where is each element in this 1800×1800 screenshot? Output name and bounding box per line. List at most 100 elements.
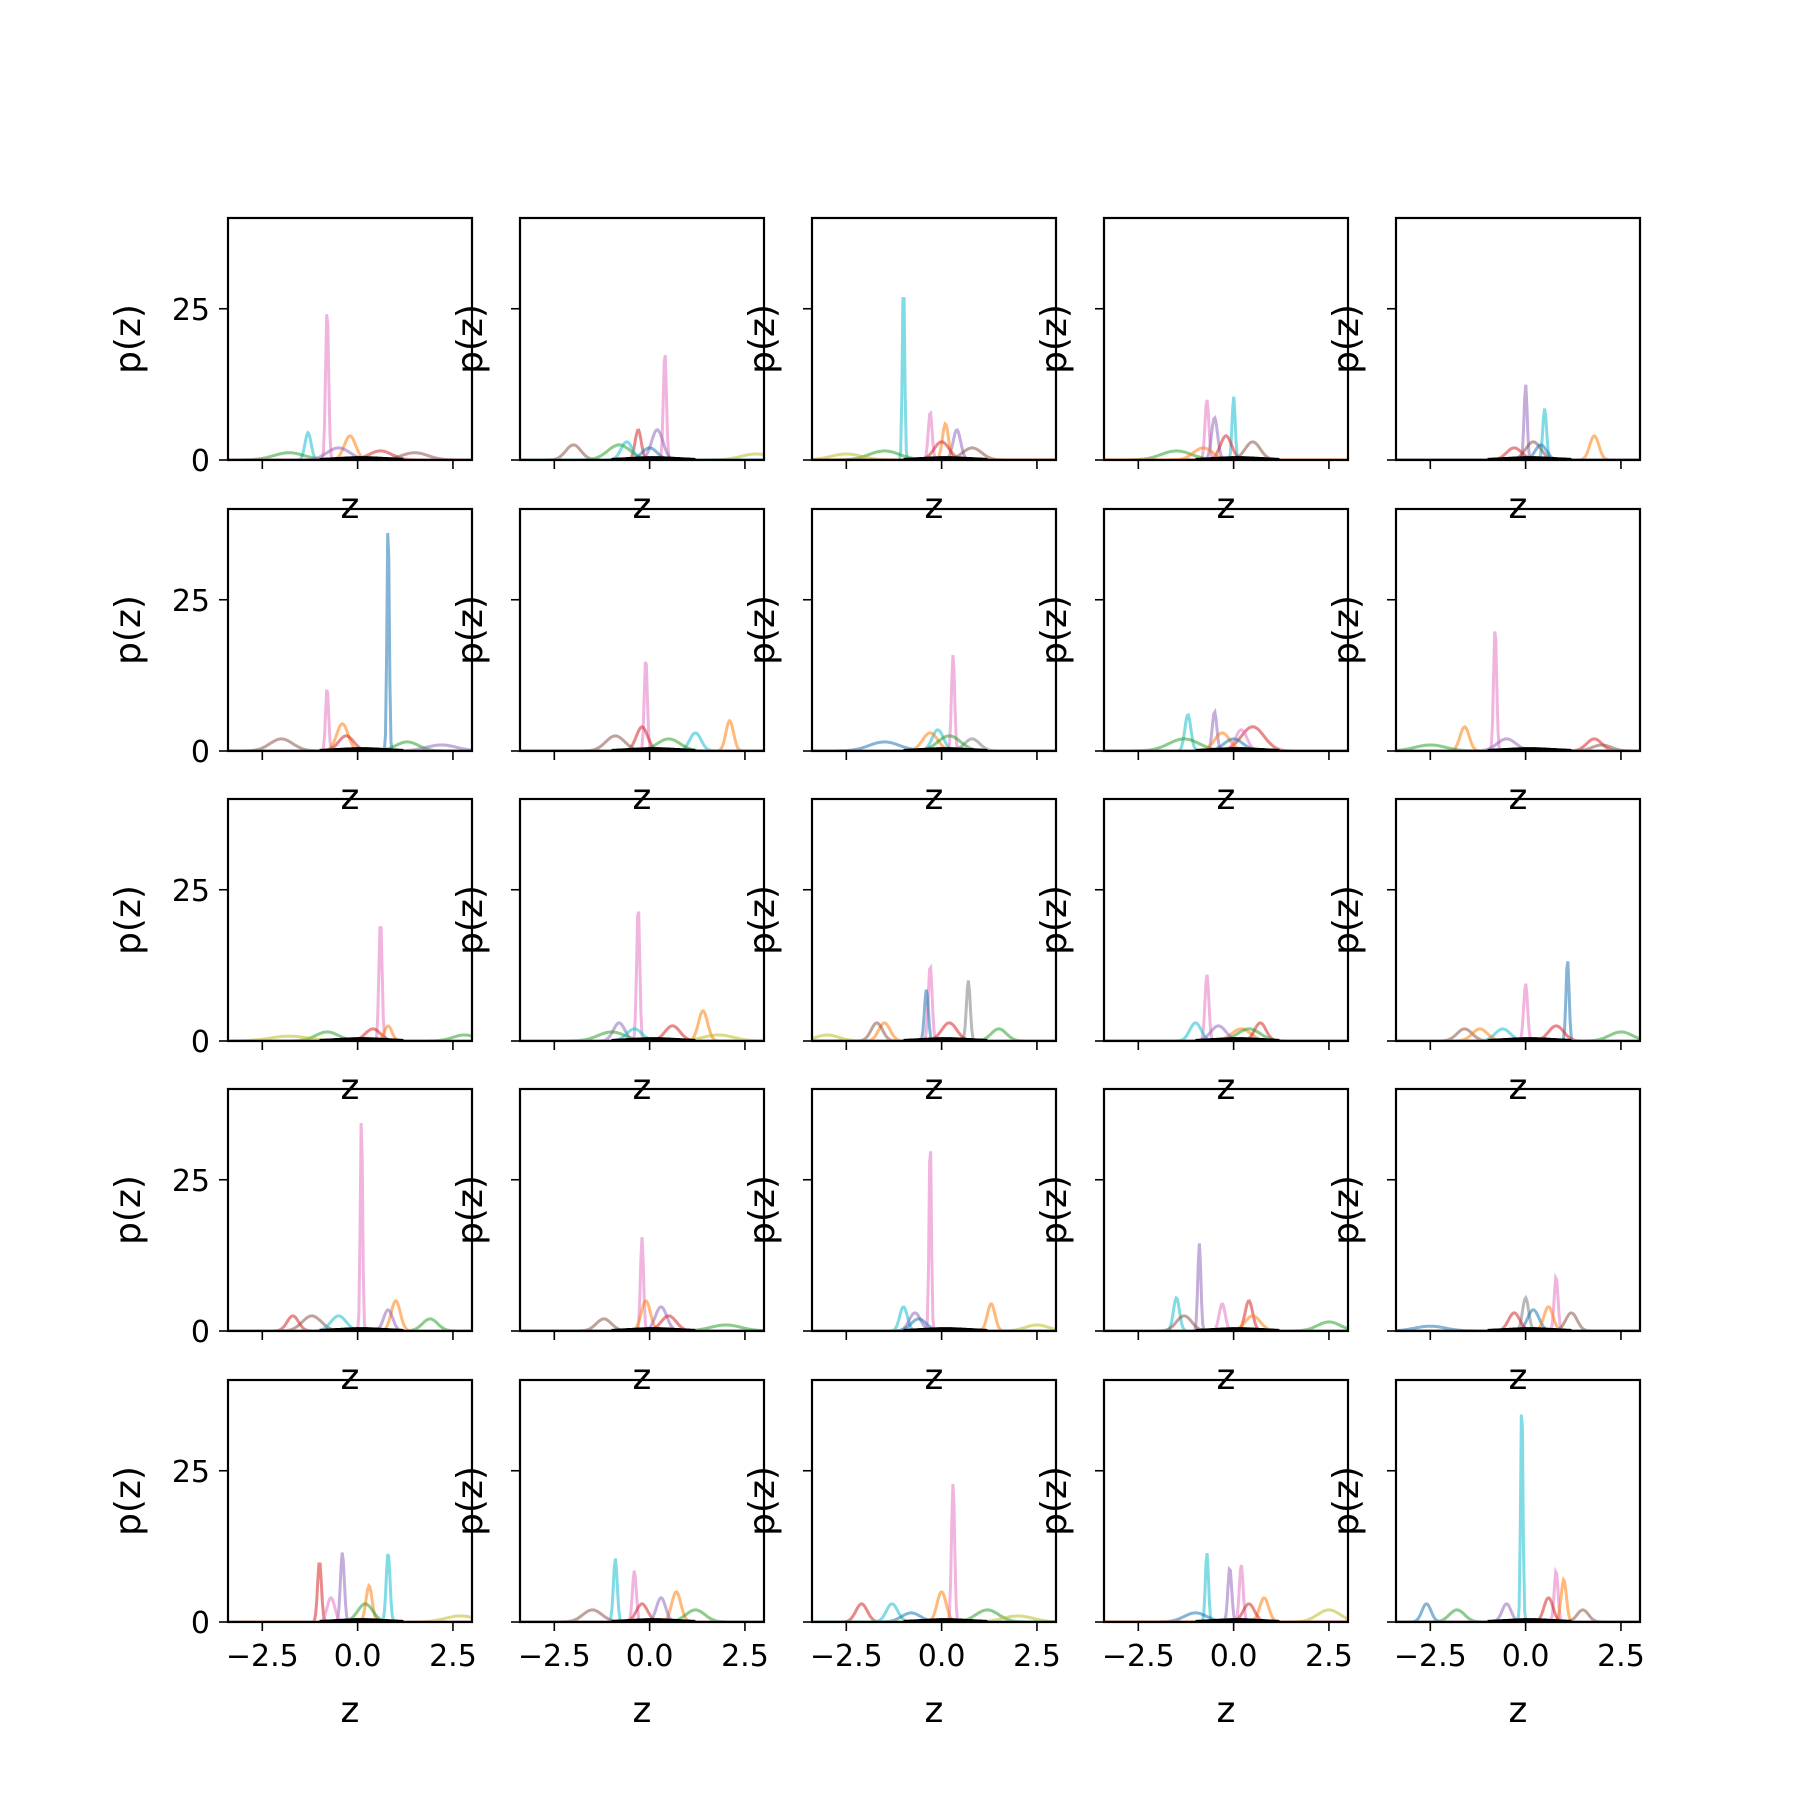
axes-frame [1394, 1087, 1642, 1333]
density-curve [228, 737, 472, 751]
density-curve [812, 1484, 1056, 1622]
y-tick-label: 25 [172, 1164, 210, 1199]
x-tick-label: 0.0 [1502, 1639, 1550, 1674]
axes-frame [1102, 797, 1350, 1043]
density-curve [1396, 743, 1640, 751]
subplot-5-2: −2.5 0.0 2.5 z p(z) [450, 1378, 769, 1731]
density-curve [520, 1589, 764, 1622]
density-curve [520, 1602, 764, 1622]
x-tick-label: 2.5 [1305, 1639, 1353, 1674]
axes-frame [810, 507, 1058, 753]
x-axis-label: z [633, 777, 652, 818]
axes-frame [226, 216, 474, 462]
x-tick-label: −2.5 [226, 1639, 299, 1674]
plot-area [1104, 1243, 1348, 1331]
subplot-2-2: z p(z) [450, 507, 766, 818]
axes-frame [226, 797, 474, 1043]
density-curve [812, 452, 1056, 460]
y-axis-label: p(z) [108, 1466, 149, 1536]
density-curve [1104, 1608, 1348, 1622]
density-curve [1104, 737, 1348, 751]
y-axis-label: p(z) [108, 885, 149, 955]
density-curve [1396, 1324, 1640, 1331]
subplot-4-3: z p(z) [742, 1087, 1058, 1398]
x-axis-label: z [633, 1357, 652, 1398]
density-curve [1396, 737, 1640, 751]
x-axis-label: z [1509, 486, 1528, 527]
x-axis-label: z [633, 1067, 652, 1108]
x-axis-label: z [633, 486, 652, 527]
subplot-4-4: z p(z) [1034, 1087, 1350, 1398]
plot-area [228, 314, 472, 460]
subplot-3-3: z p(z) [742, 797, 1058, 1108]
y-axis-label: p(z) [108, 304, 149, 374]
x-axis-label: z [1509, 1067, 1528, 1108]
axes-frame [1102, 216, 1350, 462]
density-curve [1396, 408, 1640, 460]
x-axis-label: z [925, 1067, 944, 1108]
y-axis-label: p(z) [1326, 304, 1367, 374]
density-curve [812, 1614, 1056, 1622]
y-axis-label: p(z) [742, 304, 783, 374]
x-tick-label: −2.5 [1394, 1639, 1467, 1674]
density-curve [1104, 399, 1348, 460]
plot-area [1104, 396, 1348, 460]
y-axis-label: p(z) [1034, 1466, 1075, 1536]
x-axis-label: z [341, 777, 360, 818]
density-curve [812, 409, 1056, 460]
x-axis-label: z [925, 777, 944, 818]
plot-area [1104, 1552, 1348, 1622]
density-curve [1396, 1272, 1640, 1331]
x-axis-label: z [1217, 777, 1236, 818]
x-axis-label: z [633, 1690, 652, 1731]
density-curve [228, 1562, 472, 1622]
subplot-5-4: −2.5 0.0 2.5 z p(z) [1034, 1378, 1353, 1731]
plot-area [1104, 974, 1348, 1041]
y-axis-label: p(z) [1034, 304, 1075, 374]
subplot-2-5: z p(z) [1326, 507, 1642, 818]
x-axis-label: z [341, 1067, 360, 1108]
plot-area [1396, 1272, 1640, 1331]
density-curve [228, 314, 472, 460]
axes-frame [810, 797, 1058, 1043]
subplot-4-2: z p(z) [450, 1087, 766, 1398]
density-curve [812, 1589, 1056, 1622]
y-tick-label: 0 [191, 735, 210, 770]
y-tick-label: 0 [191, 1315, 210, 1350]
subplot-3-5: z p(z) [1326, 797, 1642, 1108]
y-axis-label: p(z) [450, 1466, 491, 1536]
density-curve [1104, 434, 1348, 460]
x-tick-label: 0.0 [1210, 1639, 1258, 1674]
density-curve [812, 963, 1056, 1041]
density-curve [1104, 396, 1348, 460]
plot-area [228, 926, 472, 1041]
subplot-1-1: 0 25 z p(z) [108, 216, 474, 527]
subplot-3-4: z p(z) [1034, 797, 1350, 1108]
density-curve [228, 722, 472, 751]
density-curve [1396, 743, 1640, 751]
density-curve [228, 1317, 472, 1331]
density-curve [1396, 1414, 1640, 1622]
density-curve [812, 297, 1056, 460]
density-curve [228, 926, 472, 1041]
axes-frame [518, 797, 766, 1043]
axes-frame [810, 216, 1058, 462]
x-tick-label: −2.5 [810, 1639, 883, 1674]
density-curve [812, 1602, 1056, 1622]
x-axis-label: z [1509, 777, 1528, 818]
axes-frame [518, 216, 766, 462]
subplot-2-4: z p(z) [1034, 507, 1350, 818]
x-axis-label: z [925, 486, 944, 527]
y-axis-label: p(z) [1034, 595, 1075, 665]
density-curve [520, 1237, 764, 1331]
plot-area [812, 963, 1056, 1041]
y-axis-label: p(z) [742, 885, 783, 955]
y-tick-label: 25 [172, 874, 210, 909]
subplot-1-2: z p(z) [450, 216, 766, 527]
x-tick-label: 2.5 [1597, 1639, 1645, 1674]
density-curve [228, 1314, 472, 1331]
subplot-1-5: z p(z) [1326, 216, 1642, 527]
plot-area [520, 661, 764, 751]
axes-frame [226, 1378, 474, 1624]
density-curve [228, 1582, 472, 1622]
